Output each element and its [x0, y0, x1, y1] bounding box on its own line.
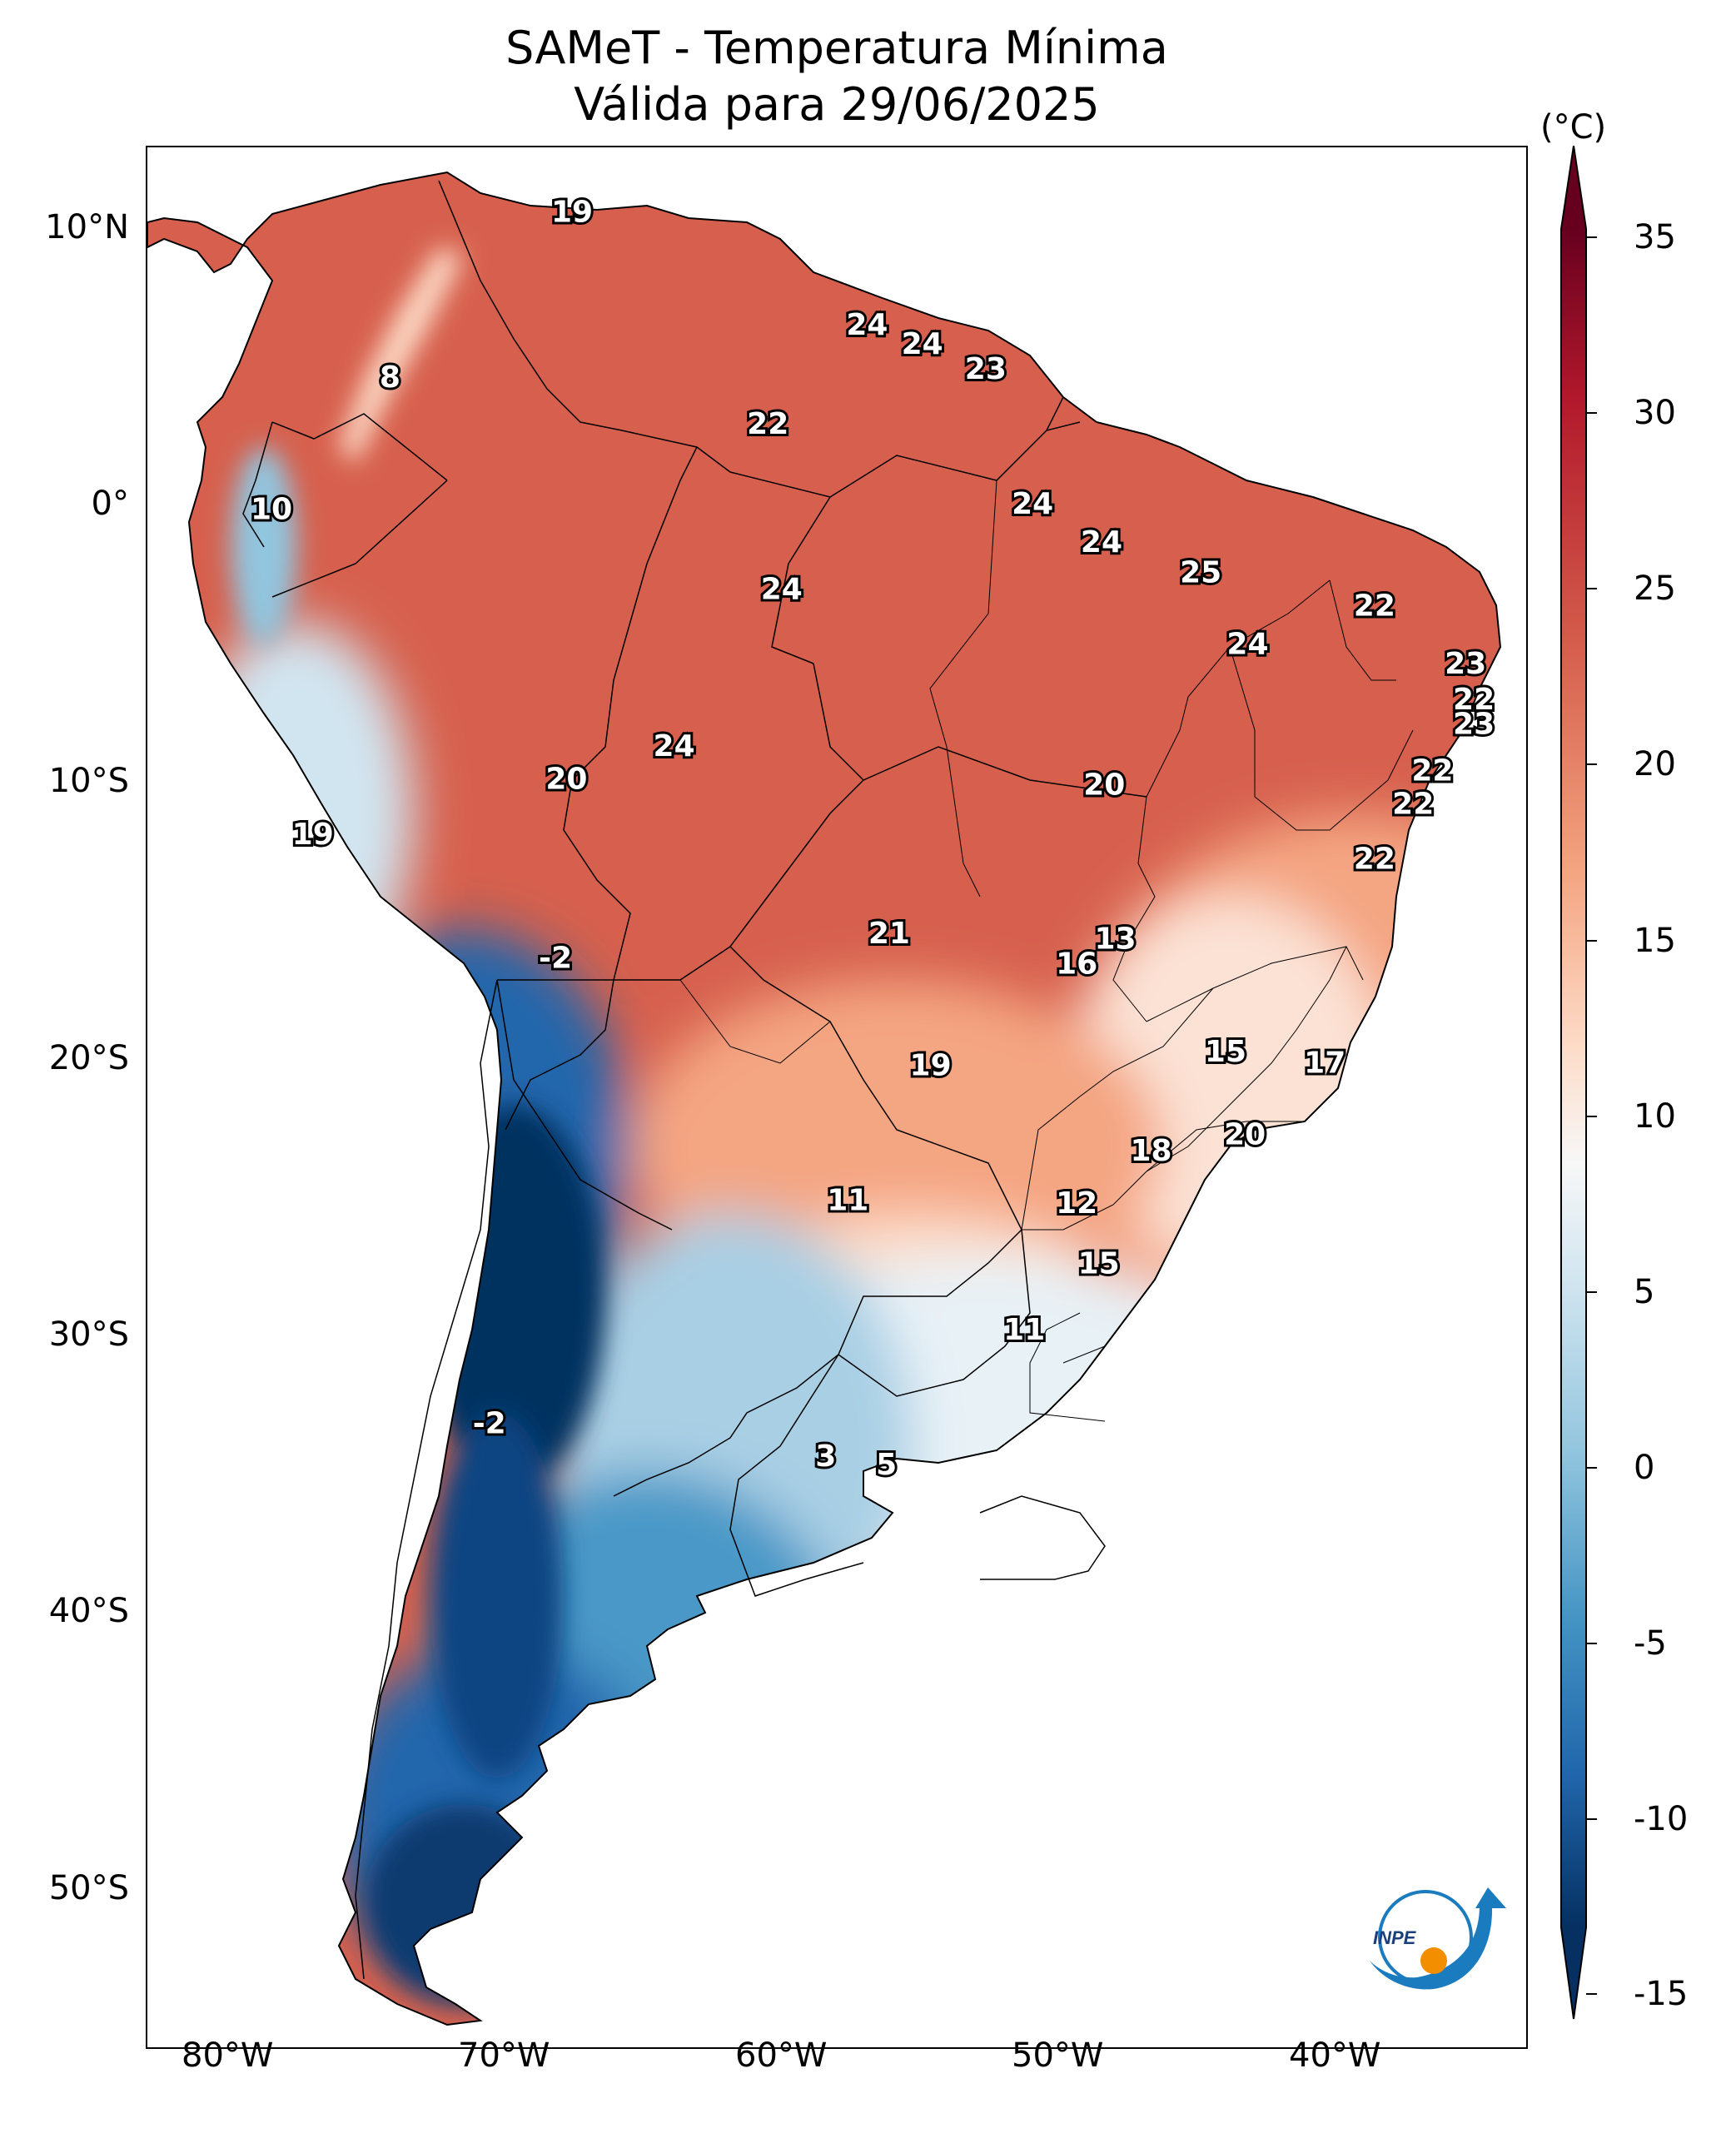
colorbar-outline	[1560, 146, 1587, 2020]
station-temperature-label: -2	[473, 1407, 506, 1441]
station-temperature-label: 3	[815, 1439, 836, 1474]
station-temperature-label: 24	[846, 308, 888, 342]
station-temperature-label: -2	[539, 942, 572, 976]
station-temperature-label: 24	[1226, 628, 1268, 662]
inpe-logo-text: INPE	[1373, 1927, 1417, 1948]
station-temperature-label: 24	[761, 572, 803, 606]
lon-label-60w: 60°W	[735, 2036, 828, 2075]
colorbar-tick-label: -15	[1634, 1975, 1689, 2013]
colorbar-tick-label: 20	[1634, 745, 1676, 783]
colorbar-gradient	[1561, 229, 1586, 1927]
lat-label-40s: 40°S	[48, 1592, 129, 1630]
inpe-logo: INPE	[1370, 1887, 1506, 1990]
lon-label-50w: 50°W	[1012, 2036, 1104, 2075]
station-temperature-label: 20	[1224, 1117, 1266, 1151]
station-temperature-label: 16	[1056, 947, 1097, 981]
lat-label-0: 0°	[91, 485, 129, 523]
station-temperature-label: 23	[1453, 708, 1495, 742]
station-temperature-label: 23	[1445, 647, 1486, 681]
station-temperature-label: 10	[251, 493, 292, 527]
colorbar-tick-label: 10	[1634, 1097, 1676, 1136]
station-temperature-label: 12	[1056, 1186, 1097, 1221]
map-title: SAMeT - Temperatura Mínima	[505, 22, 1168, 74]
colorbar-tick-label: 35	[1634, 218, 1676, 256]
station-temperature-label: 11	[827, 1184, 868, 1218]
lat-label-30s: 30°S	[48, 1315, 129, 1354]
inpe-sun-icon	[1420, 1947, 1447, 1974]
station-temperature-label: 22	[1392, 787, 1434, 821]
inpe-orbit-icon	[1378, 1890, 1473, 1985]
lat-label-10s: 10°S	[48, 762, 129, 800]
station-temperature-label: 20	[1083, 768, 1125, 802]
station-temperature-label: 18	[1131, 1134, 1172, 1168]
colorbar	[1560, 146, 1597, 2020]
lon-label-40w: 40°W	[1289, 2036, 1381, 2075]
colorbar-tick-label: 15	[1634, 922, 1676, 960]
lat-label-10n: 10°N	[45, 208, 129, 246]
colorbar-min-extend	[1561, 1927, 1586, 2019]
state-borders	[679, 480, 1414, 1422]
station-temperature-label: 22	[1354, 843, 1395, 877]
station-temperature-label: 25	[1180, 556, 1221, 590]
station-temperature-label: 21	[868, 917, 910, 951]
station-temperature-label: 24	[902, 327, 943, 361]
station-temperature-label: 24	[1012, 487, 1053, 521]
colorbar-unit: (°C)	[1540, 108, 1607, 147]
colorbar-tick-label: -10	[1634, 1800, 1689, 1838]
country-borders	[242, 180, 1147, 1980]
inpe-arrow-head-icon	[1475, 1887, 1506, 1908]
colorbar-ticks	[1586, 236, 1597, 1995]
station-temperature-label: 22	[747, 407, 788, 441]
lat-label-50s: 50°S	[48, 1869, 129, 1907]
map-area: 19 8 24 24 23 22 10 24 24 25 24 22 24 23 22 23 24 20 20 22 2…	[146, 146, 1528, 2049]
lon-label-70w: 70°W	[458, 2036, 550, 2075]
map-subtitle: Válida para 29/06/2025	[574, 78, 1100, 131]
lat-label-20s: 20°S	[48, 1039, 129, 1077]
station-temperature-label: 22	[1453, 683, 1495, 717]
station-temperature-label: 8	[380, 360, 400, 395]
station-temperature-label: 19	[292, 818, 334, 852]
colorbar-max-extend	[1561, 146, 1586, 229]
station-temperature-label: 17	[1304, 1046, 1346, 1080]
lon-label-80w: 80°W	[182, 2036, 274, 2075]
station-temperature-label: 24	[1081, 525, 1122, 559]
station-temperature-label: 19	[551, 195, 593, 229]
colorbar-tick-label: 30	[1634, 394, 1676, 432]
colorbar-tick-label: 0	[1634, 1449, 1655, 1487]
colorbar-tick-label: 25	[1634, 569, 1676, 608]
colorbar-tick-label: 5	[1634, 1273, 1655, 1311]
station-temperature-label: 13	[1094, 922, 1136, 956]
colorbar-tick-label: -5	[1634, 1624, 1667, 1663]
station-temperature-label: 22	[1354, 589, 1395, 623]
station-temperature-label: 20	[545, 763, 587, 797]
station-temperature-label: 15	[1205, 1035, 1246, 1069]
station-temperature-label: 23	[965, 352, 1007, 386]
station-temperature-label: 22	[1411, 754, 1453, 788]
station-temperature-label: 24	[654, 729, 695, 763]
station-temperature-label: 15	[1078, 1247, 1120, 1281]
station-temperature-label: 5	[876, 1448, 897, 1482]
station-temperature-label: 19	[910, 1049, 952, 1083]
station-temperature-label: 11	[1003, 1313, 1045, 1347]
